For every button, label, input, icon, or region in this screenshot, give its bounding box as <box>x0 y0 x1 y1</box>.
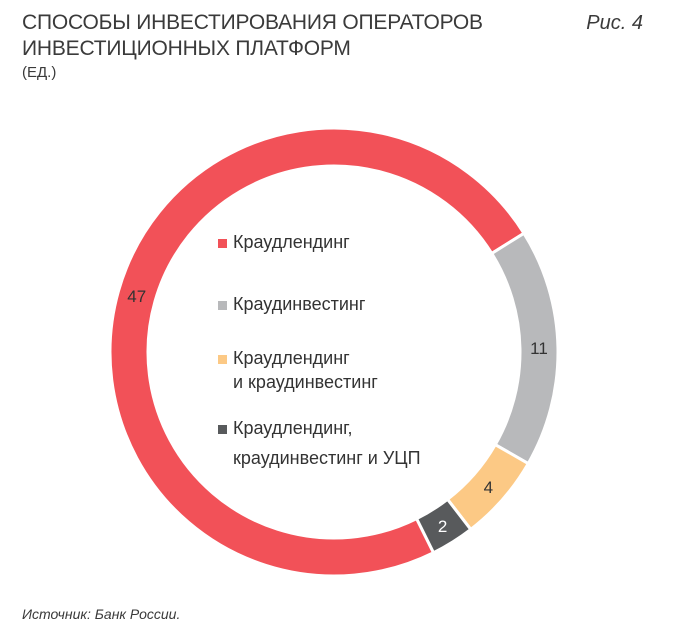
slice-value-label-2: 11 <box>530 339 548 358</box>
legend-swatch-1 <box>218 239 227 248</box>
slice-value-label-1: 47 <box>127 287 146 306</box>
legend-item-4: Краудлендинг, краудинвестинг и УЦП <box>218 416 421 470</box>
chart-unit: (ЕД.) <box>22 64 57 81</box>
slice-value-label-4: 2 <box>438 517 447 536</box>
legend-label-4: Краудлендинг, краудинвестинг и УЦП <box>218 416 421 470</box>
chart-title-line-2: ИНВЕСТИЦИОННЫХ ПЛАТФОРМ <box>22 37 351 60</box>
legend-label-2: Краудинвестинг <box>218 292 365 316</box>
legend-swatch-3 <box>218 355 227 364</box>
slice-value-label-3: 4 <box>484 478 493 497</box>
legend-label-3-line-2: и краудинвестинг <box>233 372 378 392</box>
legend-item-1: Краудлендинг <box>218 230 350 254</box>
donut-slice-2 <box>489 231 560 466</box>
legend-label-3-line-1: Краудлендинг <box>233 348 350 368</box>
legend-label-4-line-1: Краудлендинг, <box>233 418 353 438</box>
legend-item-2: Краудинвестинг <box>218 292 365 316</box>
figure-label: Рис. 4 <box>586 12 643 34</box>
chart-title-line-1: СПОСОБЫ ИНВЕСТИРОВАНИЯ ОПЕРАТОРОВ <box>22 11 483 34</box>
legend-label-3: Краудлендинг и краудинвестинг <box>218 346 378 394</box>
legend-label-1: Краудлендинг <box>218 230 350 254</box>
legend-swatch-2 <box>218 301 227 310</box>
legend-swatch-4 <box>218 425 227 434</box>
chart-title: СПОСОБЫ ИНВЕСТИРОВАНИЯ ОПЕРАТОРОВ ИНВЕСТ… <box>22 10 542 62</box>
legend-label-1-line-1: Краудлендинг <box>233 232 350 252</box>
donut-slice-1 <box>108 126 527 578</box>
legend-item-3: Краудлендинг и краудинвестинг <box>218 346 378 394</box>
source-note: Источник: Банк России. <box>22 606 181 622</box>
legend-label-2-line-1: Краудинвестинг <box>233 294 366 314</box>
donut-slice-4 <box>414 497 473 555</box>
legend-label-4-line-2: краудинвестинг и УЦП <box>233 448 421 468</box>
